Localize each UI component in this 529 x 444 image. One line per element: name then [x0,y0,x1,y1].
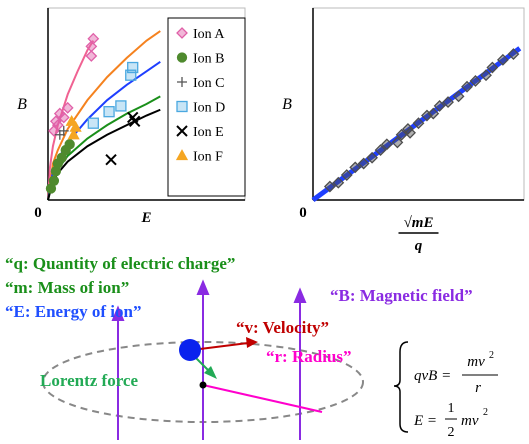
point [87,32,100,45]
legend-label: Ion C [193,76,225,91]
center [199,381,207,389]
velocity-head [246,337,258,348]
legend-marker [176,125,188,137]
legend-marker [176,27,188,39]
x-axis-label: E [140,210,151,226]
point [469,75,482,87]
point [374,144,387,156]
v-label: “v: Velocity” [236,318,329,337]
brace [393,341,409,433]
legend-label: Ion B [193,52,225,67]
point [442,96,454,108]
point [332,176,345,189]
legend-marker [177,77,187,87]
eq1-num: mv [467,354,485,370]
point [496,53,509,66]
point [103,106,115,118]
point [69,120,82,132]
point [427,107,440,120]
point [64,139,75,150]
point [323,180,336,193]
point [366,151,378,164]
eq1-exp: 2 [489,350,494,361]
point [85,50,98,62]
point [48,175,60,186]
y-axis-label: B [282,96,292,113]
point [87,117,99,129]
point [57,111,70,124]
force-head [204,366,217,379]
legend-label: Ion A [193,27,225,42]
fit-line [47,40,95,201]
eq2-left: E = [413,413,437,429]
plot-frame [312,7,525,201]
point [461,80,473,93]
e-label: “E: Energy of ion” [5,302,141,321]
point [507,48,520,60]
b-label: “B: Magnetic field” [330,286,473,305]
point [412,117,425,130]
point [486,61,499,74]
point [125,69,137,81]
legend-marker [175,149,189,161]
origin-label: 0 [34,205,42,221]
point [127,61,139,74]
point [404,126,416,139]
eq2-den: 2 [448,425,455,440]
fit-line [311,46,522,203]
eq1-den: r [475,380,481,396]
point [433,100,446,112]
legend-label: Ion E [193,125,224,140]
velocity-arrow [199,342,249,350]
eq2-num: 1 [448,401,455,416]
eq2-exp: 2 [483,407,488,418]
x-axis-label: √mE [404,215,434,231]
eq1-left: qvB = [414,368,451,384]
q-label: “q: Quantity of electric charge” [5,254,235,273]
r-label: “r: Radius” [266,347,351,366]
eq2-term: mv [461,413,479,429]
radius-line [202,384,323,413]
origin-label: 0 [299,205,307,221]
point [391,136,404,149]
point [51,119,64,132]
point [61,101,74,114]
legend-box [167,17,246,197]
point [402,123,414,135]
ion [179,339,201,361]
legend-marker [176,52,188,63]
point [452,90,465,103]
m-label: “m: Mass of ion” [5,278,129,297]
x-axis-label: q [415,238,423,254]
legend-label: Ion F [193,150,223,165]
legend-marker [176,100,188,113]
point [127,111,139,124]
point [115,100,127,112]
point [105,153,117,166]
point [357,157,370,170]
point [349,161,362,174]
point [58,125,69,136]
point [380,138,393,151]
point [65,114,78,126]
point [67,128,80,140]
point [340,169,353,181]
legend-label: Ion D [193,101,225,116]
y-axis-label: B [17,96,27,113]
fit-line [47,30,161,201]
force-label: Lorentz force [40,371,138,390]
point [480,69,492,82]
